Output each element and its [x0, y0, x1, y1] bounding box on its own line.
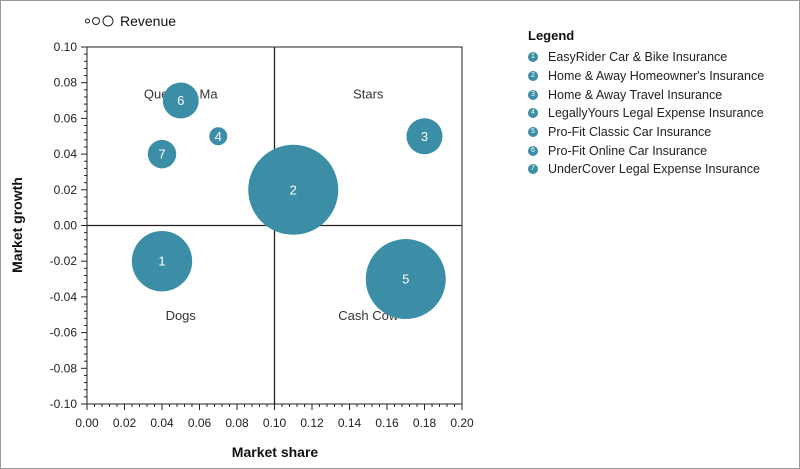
legend-label: EasyRider Car & Bike Insurance	[548, 50, 728, 65]
x-tick-label: 0.14	[338, 416, 362, 430]
legend-item[interactable]: 7 UnderCover Legal Expense Insurance	[528, 160, 790, 179]
legend-label: Home & Away Travel Insurance	[548, 87, 723, 102]
legend-item[interactable]: 6 Pro-Fit Online Car Insurance	[528, 141, 790, 160]
legend: Legend 1 EasyRider Car & Bike Insurance 2 H…	[528, 28, 790, 179]
y-tick-label: -0.02	[50, 254, 78, 268]
legend-item[interactable]: 4 LegallyYours Legal Expense Insurance	[528, 104, 790, 123]
legend-title: Legend	[528, 28, 575, 43]
x-tick-label: 0.04	[150, 416, 174, 430]
legend-items: 1 EasyRider Car & Bike Insurance 2 Home & A…	[528, 48, 790, 179]
bubble-2[interactable]	[248, 144, 339, 235]
x-tick-label: 0.06	[188, 416, 212, 430]
legend-label: Pro-Fit Classic Car Insurance	[548, 125, 712, 140]
x-tick-label: 0.10	[263, 416, 287, 430]
x-tick-label: 0.20	[450, 416, 474, 430]
legend-label: UnderCover Legal Expense Insurance	[548, 162, 760, 177]
bubbles: 1 2 3 4 5 6 7	[131, 82, 446, 320]
legend-label: LegallyYours Legal Expense Insurance	[548, 106, 764, 121]
legend-marker: 2	[528, 71, 538, 82]
size-legend-label: Revenue	[120, 13, 176, 29]
y-axis-title: Market growth	[9, 177, 25, 273]
y-tick-label: 0.02	[54, 183, 78, 197]
bubble-1[interactable]	[131, 231, 193, 292]
y-tick-label: 0.04	[54, 147, 78, 161]
quadrant-label: Stars	[353, 86, 384, 101]
bubble-label: 4	[215, 129, 222, 144]
y-tick-label: -0.08	[50, 361, 78, 375]
y-tick-label: -0.10	[50, 397, 78, 411]
y-tick-label: 0.06	[54, 111, 78, 125]
bubble-label: 7	[158, 147, 165, 162]
y-tick-label: -0.06	[50, 326, 78, 340]
x-tick-label: 0.18	[413, 416, 437, 430]
x-tick-label: 0.02	[113, 416, 137, 430]
x-tick-label: 0.08	[225, 416, 249, 430]
size-legend: Revenue	[85, 13, 176, 29]
axis-ticks: 0.00 0.02 0.04 0.06 0.08 0.10 0.12 0.14 0.16 0.18…	[50, 40, 474, 430]
bubble-6[interactable]	[162, 82, 199, 119]
bubble-7[interactable]	[147, 139, 177, 169]
legend-item[interactable]: 5 Pro-Fit Classic Car Insurance	[528, 123, 790, 142]
y-tick-label: 0.08	[54, 76, 78, 90]
legend-item[interactable]: 3 Home & Away Travel Insurance	[528, 85, 790, 104]
legend-marker: 7	[528, 164, 538, 175]
bubble-label: 3	[421, 129, 428, 144]
x-tick-label: 0.00	[75, 416, 99, 430]
y-tick-label: 0.00	[54, 219, 78, 233]
legend-marker: 5	[528, 127, 538, 138]
x-axis-title: Market share	[232, 444, 319, 460]
legend-marker: 6	[528, 145, 538, 156]
legend-marker: 1	[528, 52, 538, 63]
legend-marker: 4	[528, 108, 538, 119]
legend-label: Home & Away Homeowner's Insurance	[548, 69, 765, 84]
legend-item[interactable]: 1 EasyRider Car & Bike Insurance	[528, 48, 790, 67]
quadrant-label: Dogs	[166, 308, 197, 323]
legend-item[interactable]: 2 Home & Away Homeowner's Insurance	[528, 67, 790, 86]
bubble-4[interactable]	[209, 127, 228, 146]
x-tick-label: 0.12	[300, 416, 324, 430]
bubble-label: 1	[158, 254, 165, 269]
legend-marker: 3	[528, 89, 538, 100]
bubble-label: 5	[402, 272, 409, 287]
bubble-3[interactable]	[406, 118, 443, 155]
bubble-label: 2	[290, 182, 297, 197]
bubble-label: 6	[177, 93, 184, 108]
legend-label: Pro-Fit Online Car Insurance	[548, 143, 708, 158]
y-tick-label: -0.04	[50, 290, 78, 304]
y-tick-label: 0.10	[54, 40, 78, 54]
bubble-5[interactable]	[365, 239, 446, 320]
x-tick-label: 0.16	[375, 416, 399, 430]
